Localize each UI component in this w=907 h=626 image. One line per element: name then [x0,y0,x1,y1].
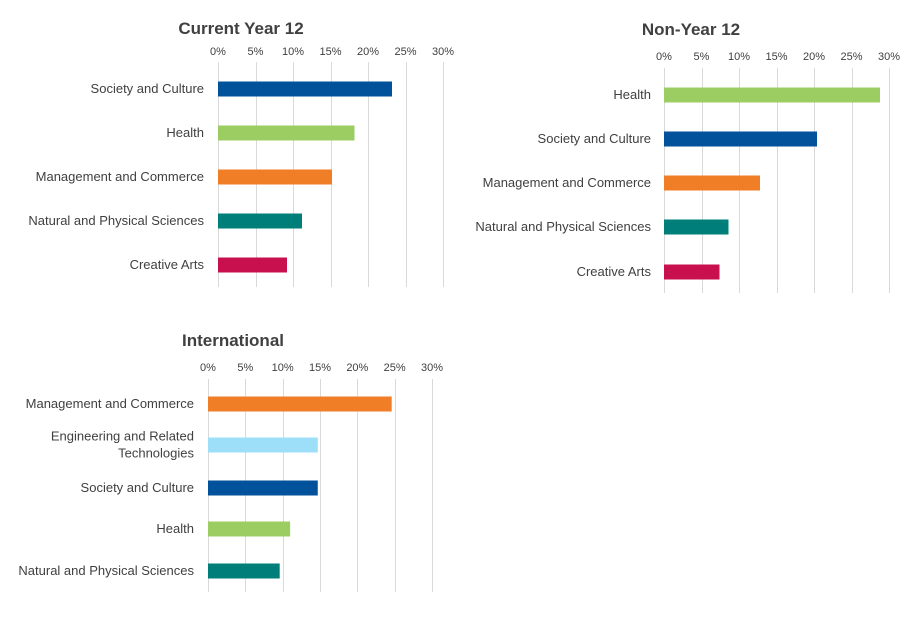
category-label: Management and Commerce [26,396,194,411]
category-label: Natural and Physical Sciences [475,219,651,234]
chart-1: Non-Year 12 0% 5% 10% 15% 20% 25% 30% Health Soci… [475,20,900,293]
category-label: Natural and Physical Sciences [28,213,204,228]
bar [208,437,318,453]
category-label: Engineering and Related [51,429,194,444]
bar [664,131,817,147]
x-tick-label: 15% [319,46,341,58]
bar [218,81,392,97]
x-tick-label: 5% [237,362,253,374]
category-label: Natural and Physical Sciences [18,563,194,578]
bar [218,169,332,185]
x-tick-label: 10% [282,46,304,58]
bar [208,521,291,537]
category-label: Health [156,521,194,536]
chart-title: Current Year 12 [178,19,303,38]
x-tick-label: 0% [656,51,672,63]
x-tick-label: 15% [309,362,331,374]
category-label: Society and Culture [91,81,204,96]
chart-title: International [182,331,284,350]
x-tick-label: 0% [210,46,226,58]
category-label: Creative Arts [130,257,205,272]
bar [208,396,392,412]
bar [208,480,318,496]
x-tick-label: 20% [803,51,825,63]
x-tick-label: 15% [765,51,787,63]
x-tick-label: 5% [248,46,264,58]
category-label: Management and Commerce [483,175,651,190]
bar [218,257,287,273]
category-label: Health [613,87,651,102]
chart-0: Current Year 12 0% 5% 10% 15% 20% 25% 30% Societ… [28,19,454,287]
category-label: Technologies [118,446,194,461]
x-tick-label: 25% [394,46,416,58]
x-tick-label: 20% [346,362,368,374]
category-label: Society and Culture [538,131,651,146]
bar [664,219,729,235]
chart-2: International 0% 5% 10% 15% 20% 25% 30% Manageme… [18,331,443,592]
x-tick-label: 5% [694,51,710,63]
bar [664,264,720,280]
x-tick-label: 30% [432,46,454,58]
x-tick-label: 30% [878,51,900,63]
category-label: Health [166,125,204,140]
bar [208,563,280,579]
chart-title: Non-Year 12 [642,20,740,39]
bar [218,213,302,229]
x-tick-label: 25% [840,51,862,63]
bar [664,87,880,103]
category-label: Creative Arts [577,264,652,279]
x-tick-label: 0% [200,362,216,374]
bar [664,175,760,191]
category-label: Management and Commerce [36,169,204,184]
x-tick-label: 25% [384,362,406,374]
x-tick-label: 20% [357,46,379,58]
bar [218,125,355,141]
x-tick-label: 10% [272,362,294,374]
x-tick-label: 10% [728,51,750,63]
category-label: Society and Culture [81,480,194,495]
x-tick-label: 30% [421,362,443,374]
